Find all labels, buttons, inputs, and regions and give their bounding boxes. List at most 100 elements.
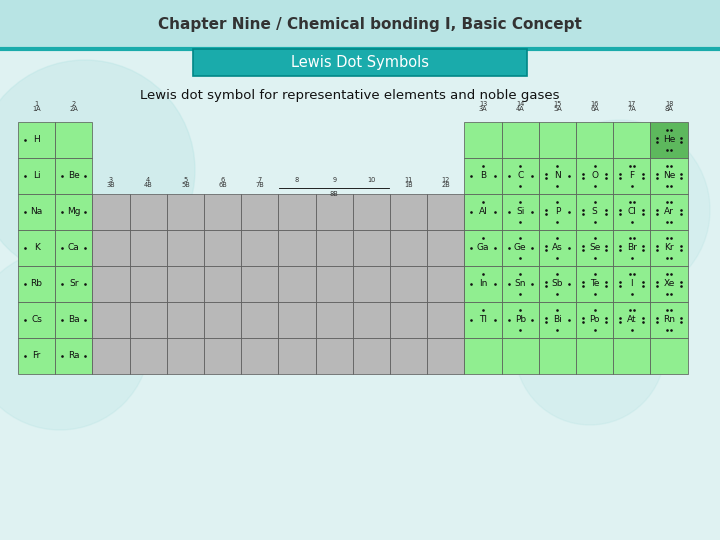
Text: 3: 3 <box>109 177 113 183</box>
Text: Mg: Mg <box>67 207 81 217</box>
Text: At: At <box>627 315 636 325</box>
Bar <box>130 266 167 302</box>
Bar <box>502 158 539 194</box>
Bar <box>576 302 613 338</box>
Text: Se: Se <box>589 244 600 253</box>
Text: 6: 6 <box>220 177 225 183</box>
Bar <box>279 338 315 374</box>
Bar <box>427 230 464 266</box>
Text: Ne: Ne <box>663 172 675 180</box>
Text: 2B: 2B <box>441 182 450 188</box>
Bar <box>390 302 427 338</box>
Text: 7B: 7B <box>256 182 264 188</box>
Bar <box>204 230 241 266</box>
Circle shape <box>0 250 150 430</box>
Text: 8: 8 <box>295 177 299 183</box>
Text: 9: 9 <box>332 177 336 183</box>
Bar <box>55 302 92 338</box>
Text: Rb: Rb <box>30 280 42 288</box>
Text: 7: 7 <box>258 177 262 183</box>
Bar <box>18 266 55 302</box>
Bar <box>650 266 688 302</box>
Bar <box>167 230 204 266</box>
Text: Cl: Cl <box>627 207 636 217</box>
Text: 6B: 6B <box>218 182 227 188</box>
Text: Chapter Nine / Chemical bonding I, Basic Concept: Chapter Nine / Chemical bonding I, Basic… <box>158 17 582 31</box>
Text: Sb: Sb <box>552 280 563 288</box>
Text: 4: 4 <box>146 177 150 183</box>
Text: Sn: Sn <box>515 280 526 288</box>
Bar <box>390 266 427 302</box>
Bar <box>427 266 464 302</box>
Bar <box>315 338 353 374</box>
Text: 4A: 4A <box>516 106 525 112</box>
Bar <box>18 122 55 158</box>
Text: 5: 5 <box>184 177 187 183</box>
Bar <box>241 194 279 230</box>
Text: Na: Na <box>30 207 42 217</box>
Text: Pb: Pb <box>515 315 526 325</box>
FancyBboxPatch shape <box>0 0 720 48</box>
Text: Ga: Ga <box>477 244 490 253</box>
Text: Te: Te <box>590 280 599 288</box>
Text: 1: 1 <box>35 101 39 107</box>
Bar <box>650 194 688 230</box>
Text: 5A: 5A <box>553 106 562 112</box>
Bar <box>353 302 390 338</box>
Bar <box>55 122 92 158</box>
Bar <box>650 338 688 374</box>
Text: 17: 17 <box>628 101 636 107</box>
Bar <box>55 194 92 230</box>
Bar <box>576 158 613 194</box>
Bar <box>55 158 92 194</box>
Bar <box>18 230 55 266</box>
Bar <box>539 122 576 158</box>
Bar <box>92 266 130 302</box>
Bar <box>539 194 576 230</box>
Bar <box>241 302 279 338</box>
Bar <box>427 338 464 374</box>
Bar <box>353 230 390 266</box>
Bar <box>130 194 167 230</box>
Text: 3B: 3B <box>107 182 115 188</box>
Bar <box>315 230 353 266</box>
Bar <box>464 230 502 266</box>
Text: Ar: Ar <box>664 207 674 217</box>
FancyBboxPatch shape <box>193 49 527 76</box>
Bar <box>464 158 502 194</box>
Bar <box>539 266 576 302</box>
Text: Ra: Ra <box>68 352 79 361</box>
Text: 13: 13 <box>479 101 487 107</box>
Text: B: B <box>480 172 486 180</box>
Text: Kr: Kr <box>664 244 674 253</box>
Text: 10: 10 <box>367 177 376 183</box>
Text: Be: Be <box>68 172 80 180</box>
Bar <box>353 194 390 230</box>
Text: N: N <box>554 172 561 180</box>
Text: 5B: 5B <box>181 182 190 188</box>
Text: Ba: Ba <box>68 315 80 325</box>
Bar <box>427 302 464 338</box>
Bar <box>279 302 315 338</box>
Text: Br: Br <box>627 244 636 253</box>
Text: 2: 2 <box>72 101 76 107</box>
Text: 2A: 2A <box>69 106 78 112</box>
Bar <box>241 266 279 302</box>
Bar <box>613 266 650 302</box>
Text: Sr: Sr <box>69 280 78 288</box>
Bar <box>539 302 576 338</box>
Bar <box>613 194 650 230</box>
Text: 3A: 3A <box>479 106 487 112</box>
Bar <box>502 266 539 302</box>
Bar <box>464 194 502 230</box>
Text: Ca: Ca <box>68 244 80 253</box>
Bar <box>353 266 390 302</box>
Text: 12: 12 <box>441 177 450 183</box>
Bar <box>576 266 613 302</box>
Bar <box>18 338 55 374</box>
Bar <box>613 338 650 374</box>
Bar <box>576 230 613 266</box>
Bar <box>502 230 539 266</box>
Text: Lewis dot symbol for representative elements and noble gases: Lewis dot symbol for representative elem… <box>140 90 559 103</box>
Text: P: P <box>554 207 560 217</box>
